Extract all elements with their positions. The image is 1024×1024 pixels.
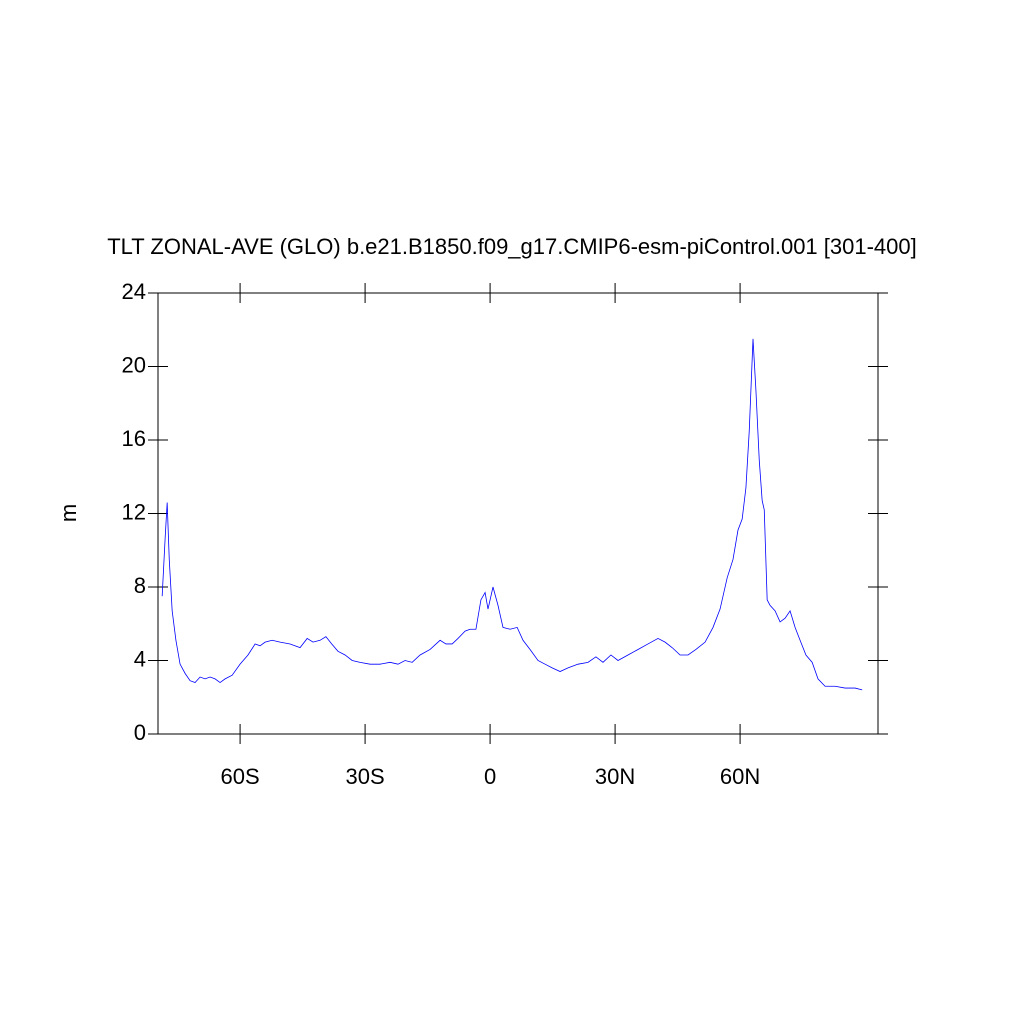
x-tick-label: 30N [595, 764, 635, 789]
y-tick-label: 20 [122, 352, 146, 377]
x-tick-label: 30S [346, 764, 385, 789]
y-tick-label: 24 [122, 279, 146, 304]
y-tick-label: 16 [122, 426, 146, 451]
data-line [161, 338, 863, 691]
y-axis-label: m [56, 504, 81, 522]
x-tick-label: 60S [221, 764, 260, 789]
x-tick-label: 60N [720, 764, 760, 789]
x-tick-label: 0 [484, 764, 496, 789]
chart-title: TLT ZONAL-AVE (GLO) b.e21.B1850.f09_g17.… [107, 234, 917, 259]
y-tick-label: 4 [134, 646, 146, 671]
y-tick-label: 0 [134, 720, 146, 745]
y-tick-label: 8 [134, 573, 146, 598]
y-tick-label: 12 [122, 499, 146, 524]
